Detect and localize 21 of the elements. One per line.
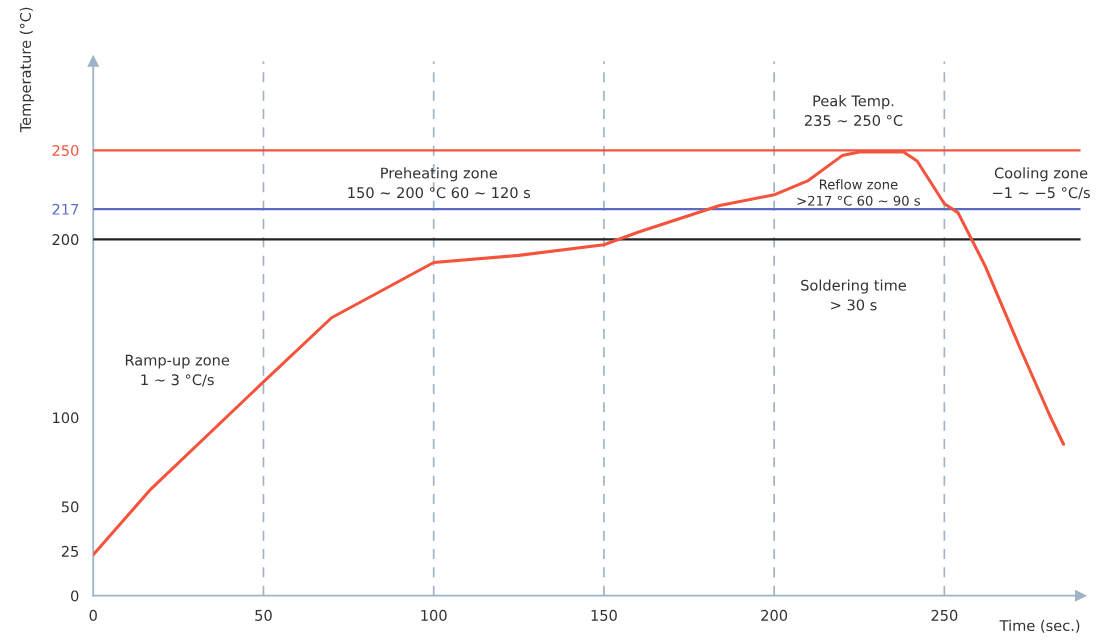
y-axis-title: Temperature (°C) [19,7,34,133]
annotation: Preheating zone 150 ~ 200 °C 60 ~ 120 s [348,167,531,199]
y-tick-label: 200 [52,234,79,246]
annotation: Reflow zone >217 °C 60 ~ 90 s [797,179,921,206]
x-tick-label: 150 [591,609,617,621]
y-tick-label: 50 [61,501,79,513]
y-tick-label: 100 [53,412,79,424]
y-tick-label: 217 [52,203,79,215]
annotation: Soldering time > 30 s [801,279,906,311]
x-tick-label: 200 [761,609,788,621]
x-tick-label: 0 [89,609,97,621]
y-tick-label: 0 [71,590,79,602]
y-tick-label: 25 [61,545,79,557]
annotation: Peak Temp. 235 ~ 250 °C [804,95,903,127]
x-tick-label: 100 [421,609,447,621]
x-axis-title: Time (sec.) [999,619,1080,633]
annotation: Cooling zone −1 ~ −5 °C/s [993,167,1090,200]
annotation: Ramp-up zone 1 ~ 3 °C/s [125,354,230,387]
y-tick-label: 250 [52,144,79,157]
x-tick-label: 50 [255,609,272,621]
x-tick-label: 250 [931,609,958,621]
